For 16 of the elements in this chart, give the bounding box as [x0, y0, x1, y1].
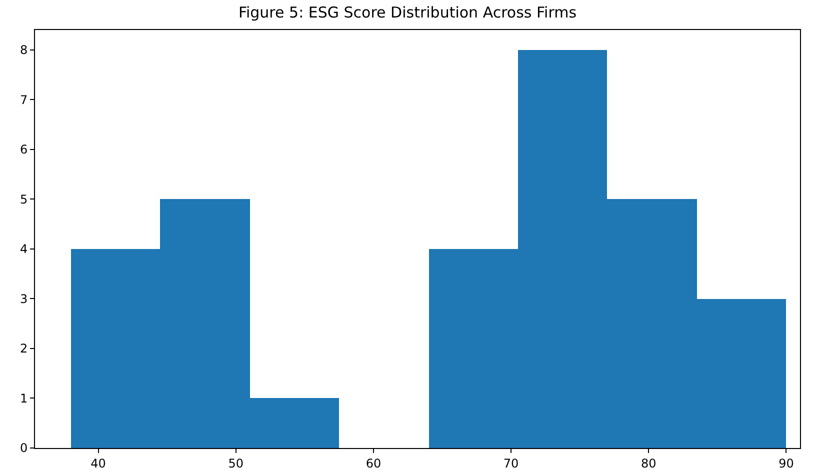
x-tick-label: 80 — [641, 456, 656, 470]
y-tick-label: 2 — [20, 342, 28, 356]
y-tick-label: 7 — [20, 92, 28, 107]
y-tick-label: 6 — [20, 142, 28, 157]
y-tick-label: 3 — [20, 292, 28, 306]
x-tick-label: 60 — [366, 456, 382, 470]
y-tick-label: 8 — [20, 43, 28, 58]
x-tick-label: 90 — [778, 456, 794, 470]
y-tick-label: 4 — [20, 242, 28, 256]
chart-title: Figure 5: ESG Score Distribution Across Firms — [238, 4, 577, 22]
y-tick-label: 0 — [20, 441, 28, 456]
x-tick-label: 50 — [228, 456, 244, 470]
x-tick-label: 40 — [90, 456, 106, 470]
x-tick-label: 70 — [503, 456, 519, 470]
y-tick-label: 1 — [20, 391, 28, 406]
y-tick-label: 5 — [20, 192, 28, 206]
